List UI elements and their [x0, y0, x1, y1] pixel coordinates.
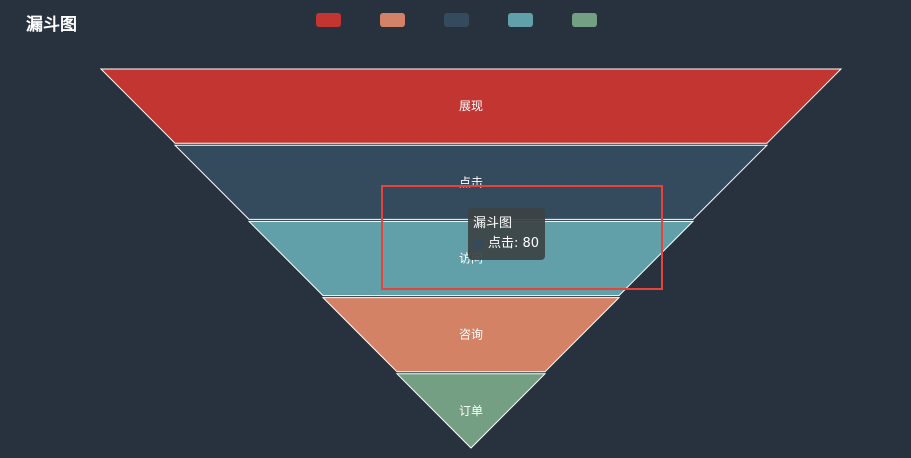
legend-swatch	[572, 13, 597, 27]
legend-item[interactable]: 订单	[572, 13, 597, 27]
funnel-segment-label: 订单	[459, 404, 483, 418]
legend-item[interactable]: 点击	[444, 13, 469, 27]
tooltip-item-value: 80	[522, 236, 540, 251]
tooltip: 漏斗图 点击: 80	[468, 208, 546, 260]
funnel-segment[interactable]	[99, 68, 843, 144]
legend-swatch	[444, 13, 469, 27]
funnel-segment-label: 展现	[459, 99, 483, 113]
tooltip-separator: :	[514, 236, 523, 251]
tooltip-row: 点击: 80	[473, 234, 539, 254]
funnel-segment-label: 咨询	[459, 327, 483, 342]
legend-item[interactable]: 咨询	[380, 13, 405, 27]
funnel-segment[interactable]	[321, 297, 621, 373]
tooltip-series-dot	[473, 239, 483, 249]
legend-swatch	[316, 13, 341, 27]
tooltip-item-name: 点击	[488, 236, 515, 251]
tooltip-title: 漏斗图	[473, 216, 513, 231]
legend-item[interactable]: 访问	[508, 13, 533, 27]
funnel-segment[interactable]	[173, 144, 769, 220]
legend-item[interactable]: 展现	[316, 13, 341, 27]
legend-swatch	[508, 13, 533, 27]
funnel-segment[interactable]	[395, 373, 547, 449]
chart-title: 漏斗图	[26, 15, 77, 35]
funnel-segment-label: 点击	[459, 175, 483, 189]
legend: 展现 咨询 点击 访问 订单	[316, 13, 636, 27]
legend-swatch	[380, 13, 405, 27]
